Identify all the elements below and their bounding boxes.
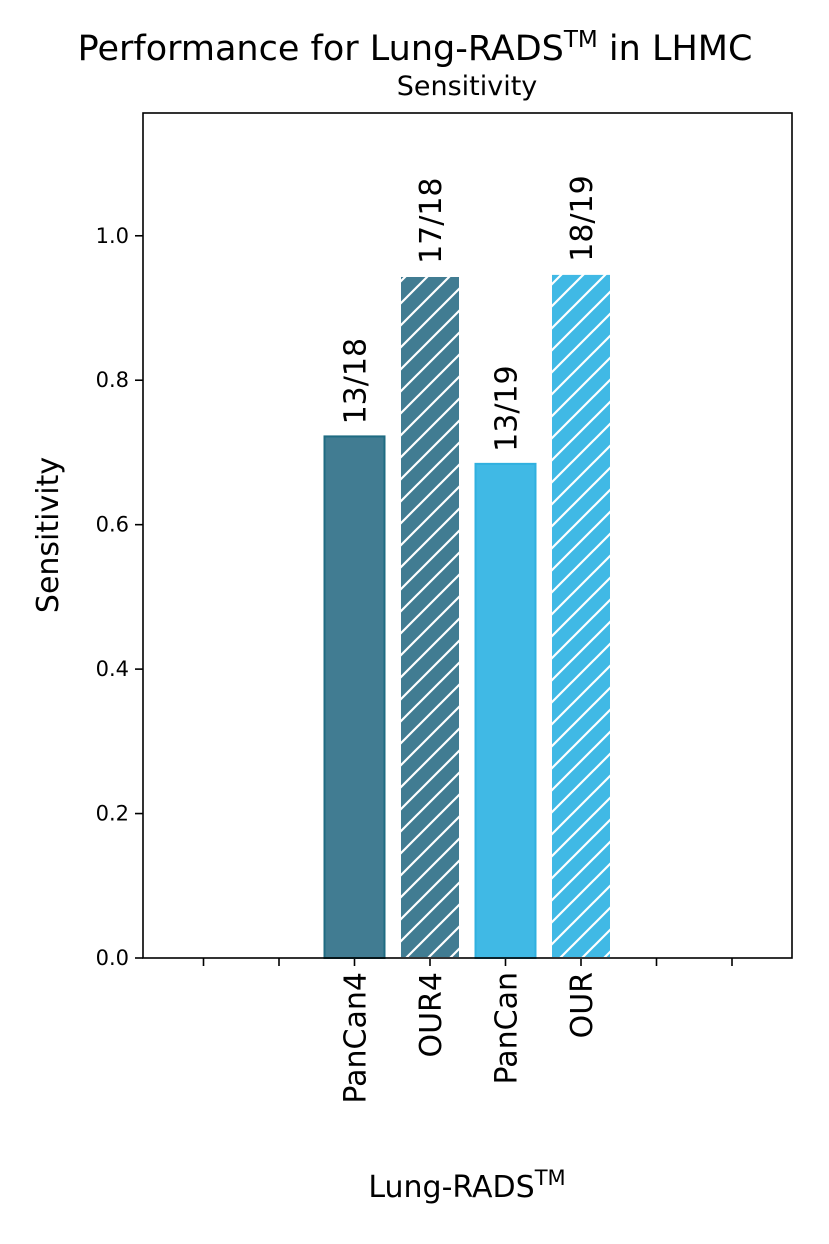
x-tick-label: OUR [565,972,600,1038]
y-tick-label: 0.0 [96,946,129,970]
bar-hatch-our [551,273,611,958]
y-tick-label: 1.0 [96,224,129,248]
y-tick-label: 0.8 [96,368,129,392]
bars [323,272,612,959]
x-tick-label: OUR4 [414,972,449,1058]
bar-hatch-our4 [400,275,460,958]
y-tick-label: 0.4 [96,657,129,681]
y-axis-label: Sensitivity [31,457,66,613]
plot-frame [142,112,793,959]
chart-subtitle: Sensitivity [397,71,538,102]
x-tick-label: PanCan [490,972,525,1085]
bar-data-label: 13/18 [339,338,374,424]
y-tick-label: 0.6 [96,513,129,537]
x-axis-label: Lung-RADSTM [368,1166,565,1205]
y-axis: 0.0 0.2 0.4 0.6 0.8 1.0 [96,224,143,970]
x-tick-label: PanCan4 [339,972,374,1104]
chart-title: Performance for Lung-RADSTM in LHMC [78,27,753,69]
bar-pancan [474,462,537,959]
bar-data-label: 13/19 [490,365,525,451]
y-tick-label: 0.2 [96,802,129,826]
bar-data-label: 18/19 [565,175,600,261]
bar-pancan4 [323,435,386,959]
x-axis: PanCan4 OUR4 PanCan OUR [202,958,733,1104]
bar-data-label: 17/18 [414,177,449,263]
bar-data-labels: 13/18 17/18 13/19 18/19 [339,175,601,452]
